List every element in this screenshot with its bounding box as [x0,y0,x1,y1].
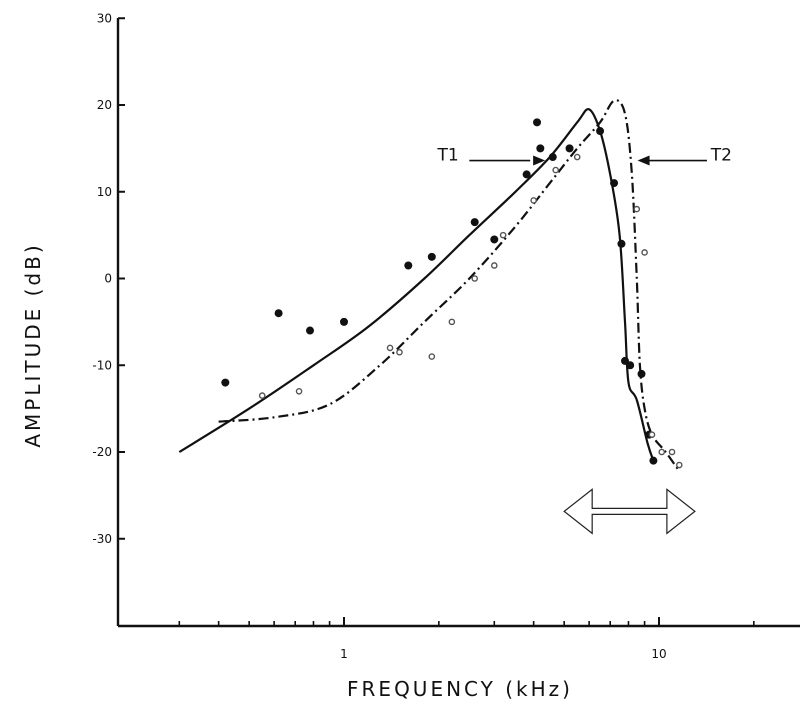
data-point-t2 [471,275,479,282]
data-point-t1 [221,378,230,387]
data-point-t1 [610,179,619,188]
data-point-t1 [536,144,545,153]
x-tick-label: 1 [340,647,348,661]
data-point-t1 [490,235,499,244]
data-point-t2 [573,153,581,161]
y-ticks: 30 20 10 0 -10 -20 -30 [92,11,125,546]
t2-arrow-head [637,155,650,166]
data-point-t2 [633,205,641,213]
data-point-t1 [617,239,626,248]
x-ticks: 1 10 [178,617,755,661]
data-point-t2 [386,344,394,352]
data-point-t2 [428,353,436,360]
data-point-t2 [648,431,656,438]
axes [116,18,800,628]
y-tick-label: 30 [97,11,112,25]
t2-label: T2 [710,146,732,166]
data-point-t1 [565,144,574,153]
data-point-t2 [658,448,666,456]
data-point-t2 [552,166,560,174]
data-point-t2 [490,262,498,269]
y-tick-label: 20 [97,98,112,112]
series-line-t1 [178,108,655,462]
data-point-t2 [668,448,676,456]
data-point-t1 [626,361,635,370]
data-point-t1 [306,326,315,335]
series-line-t2 [218,99,679,471]
data-point-t2 [530,197,537,204]
data-point-t2 [641,249,648,256]
series-layer [178,99,683,471]
data-point-t1 [522,170,531,179]
data-point-t2 [676,461,683,469]
y-tick-label: 10 [97,185,112,199]
annotations: T1 T2 [436,146,732,535]
data-point-t1 [649,456,658,465]
data-point-t1 [427,252,436,261]
t1-arrow-head [533,155,546,166]
series-t1 [178,108,658,465]
x-axis-title: FREQUENCY (kHz) [347,677,573,701]
y-tick-label: -20 [92,445,112,459]
data-point-t2 [499,231,507,239]
x-tick-label: 10 [651,647,666,661]
range-double-arrow [563,488,696,535]
t1-label: T1 [436,146,458,166]
y-tick-label: 0 [104,272,112,286]
data-point-t1 [340,317,348,326]
y-tick-label: -30 [92,532,112,546]
data-point-t1 [596,127,605,136]
y-axis-title: AMPLITUDE (dB) [21,242,45,447]
data-point-t2 [295,387,303,395]
data-point-t2 [396,348,403,356]
data-point-t2 [258,392,266,399]
data-point-t1 [533,118,542,127]
data-point-t1 [404,261,413,270]
data-point-t2 [448,318,456,326]
series-t2 [218,99,683,471]
data-point-t1 [637,369,646,378]
data-point-t1 [470,218,479,227]
data-point-t1 [274,309,283,318]
y-tick-label: -10 [92,358,112,372]
data-point-t1 [548,153,557,162]
